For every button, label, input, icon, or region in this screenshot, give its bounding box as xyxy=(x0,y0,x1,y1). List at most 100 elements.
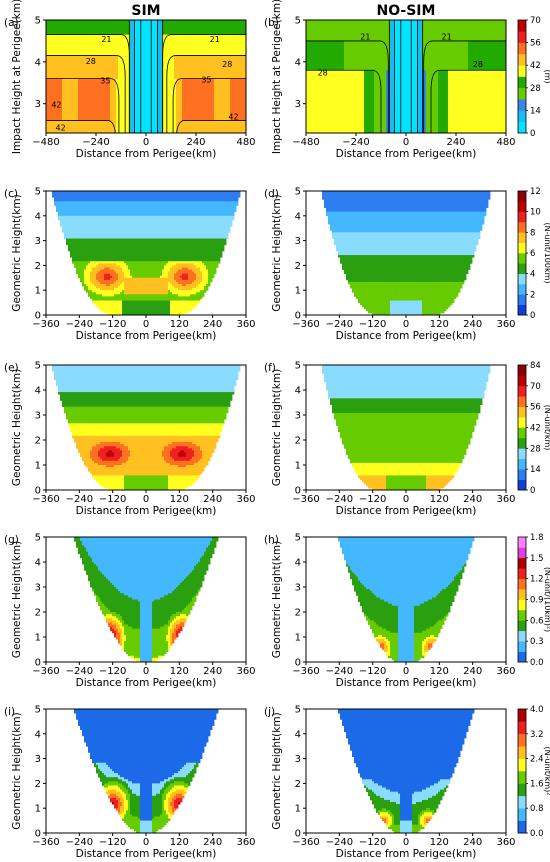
field-cell xyxy=(146,105,149,109)
field-cell xyxy=(140,118,143,121)
field-cell xyxy=(104,72,107,75)
field-cell xyxy=(82,97,85,100)
field-cell xyxy=(164,120,167,123)
field-cell xyxy=(182,34,185,38)
field-cell xyxy=(204,95,207,98)
field-cell xyxy=(182,40,185,44)
field-cell xyxy=(84,49,87,52)
field-cell xyxy=(226,30,229,33)
field-cell xyxy=(158,107,161,111)
field-cell xyxy=(68,43,71,46)
field-cell xyxy=(198,24,201,27)
field-cell xyxy=(66,43,69,46)
field-cell xyxy=(96,22,99,25)
field-cell xyxy=(210,55,213,59)
field-cell xyxy=(120,101,123,105)
field-cell xyxy=(108,40,111,44)
field-cell xyxy=(78,68,81,71)
field-cell xyxy=(74,26,77,29)
field-cell xyxy=(68,116,71,119)
field-cell xyxy=(70,93,73,96)
field-cell xyxy=(238,89,241,92)
field-cell xyxy=(46,43,49,46)
field-cell xyxy=(116,32,119,36)
field-cell xyxy=(78,76,81,79)
field-cell xyxy=(50,59,53,63)
field-cell xyxy=(198,72,201,75)
field-cell xyxy=(186,84,189,88)
field-cell xyxy=(122,89,125,92)
field-cell xyxy=(208,97,211,100)
field-cell xyxy=(164,122,167,126)
field-cell xyxy=(216,66,219,69)
field-cell xyxy=(148,74,151,77)
field-cell xyxy=(116,103,119,107)
field-cell xyxy=(212,112,215,115)
field-cell xyxy=(176,118,179,121)
field-cell xyxy=(48,101,51,105)
field-cell xyxy=(102,118,105,121)
field-cell xyxy=(102,95,105,98)
field-cell xyxy=(104,86,107,90)
field-cell xyxy=(92,47,95,50)
field-cell xyxy=(206,57,209,61)
field-cell xyxy=(242,120,245,123)
field-cell xyxy=(104,53,107,56)
field-cell xyxy=(70,105,73,109)
field-cell xyxy=(168,118,171,121)
field-cell xyxy=(142,97,145,100)
field-cell xyxy=(168,91,171,94)
field-cell xyxy=(228,101,231,105)
field-cell xyxy=(218,43,221,46)
field-cell xyxy=(244,45,246,48)
field-cell xyxy=(94,76,97,79)
field-cell xyxy=(136,30,139,33)
field-cell xyxy=(218,99,221,103)
field-cell xyxy=(116,20,119,23)
field-cell xyxy=(92,38,95,42)
field-cell xyxy=(182,97,185,100)
field-cell xyxy=(110,76,113,79)
field-cell xyxy=(214,122,217,126)
field-cell xyxy=(70,49,73,52)
field-cell xyxy=(144,66,147,69)
field-cell xyxy=(172,76,175,79)
field-cell xyxy=(54,61,57,65)
field-cell xyxy=(134,30,137,33)
field-cell xyxy=(244,107,246,111)
field-cell xyxy=(196,105,199,109)
field-cell xyxy=(74,99,77,103)
field-cell xyxy=(66,28,69,31)
field-cell xyxy=(206,68,209,71)
field-cell xyxy=(138,22,141,25)
field-cell xyxy=(178,45,181,48)
field-cell xyxy=(164,76,167,79)
field-cell xyxy=(226,86,229,90)
field-cell xyxy=(80,34,83,38)
field-cell xyxy=(108,47,111,50)
field-cell xyxy=(130,36,133,40)
field-cell xyxy=(208,38,211,42)
field-cell xyxy=(90,109,93,113)
field-cell xyxy=(58,95,61,98)
field-cell xyxy=(106,101,109,105)
field-cell xyxy=(184,80,187,84)
field-cell xyxy=(88,120,91,123)
field-cell xyxy=(68,80,71,84)
field-cell xyxy=(96,68,99,71)
field-cell xyxy=(130,28,133,31)
field-cell xyxy=(188,78,191,82)
field-cell xyxy=(180,36,183,40)
field-cell xyxy=(186,40,189,44)
field-cell xyxy=(58,32,61,36)
field-cell xyxy=(242,20,245,23)
field-cell xyxy=(192,53,195,56)
field-cell xyxy=(164,91,167,94)
field-cell xyxy=(64,36,67,40)
field-cell xyxy=(176,76,179,79)
field-cell xyxy=(196,68,199,71)
field-cell xyxy=(126,45,129,48)
field-cell xyxy=(64,30,67,33)
field-cell xyxy=(88,63,91,67)
field-cell xyxy=(240,97,243,100)
